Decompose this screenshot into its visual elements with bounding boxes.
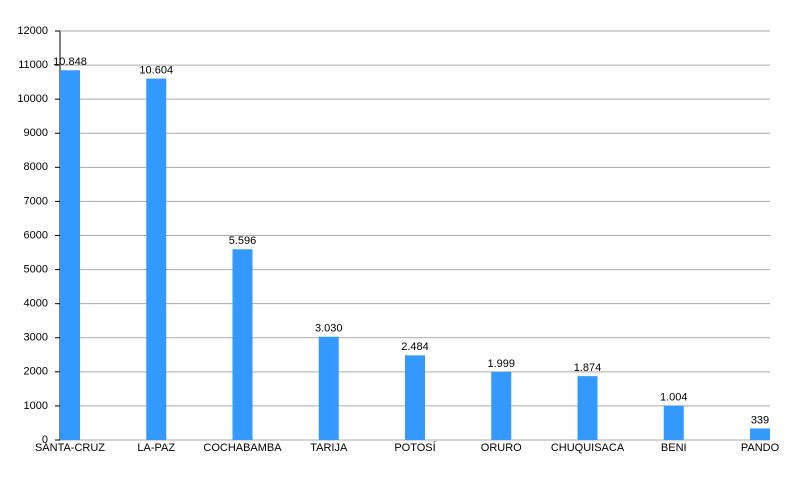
bar [663,405,684,440]
bar [318,336,339,440]
y-tick-label: 12000 [17,25,48,37]
x-tick-label: BENI [661,442,687,454]
x-tick-label: PANDO [741,442,780,454]
y-tick-label: 9000 [24,127,48,139]
value-label: 10.848 [53,56,87,68]
y-tick-label: 2000 [24,366,48,378]
bar [577,376,598,440]
bar [405,355,425,440]
x-tick-label: POTOSÍ [394,441,436,454]
x-tick-label: COCHABAMBA [203,442,282,454]
y-tick-label: 10000 [17,93,48,105]
y-tick-label: 4000 [24,298,48,310]
value-label: 1.999 [487,358,515,370]
bar [60,70,80,440]
value-label: 1.874 [574,362,602,374]
value-label: 339 [751,414,769,426]
x-tick-label: ORURO [481,442,522,454]
x-tick-label: CHUQUISACA [551,442,625,454]
value-label: 5.596 [229,235,257,247]
value-label: 1.004 [660,392,688,404]
x-tick-label: SANTA-CRUZ [35,442,105,454]
y-tick-label: 3000 [24,332,48,344]
x-tick-label: TARIJA [310,442,348,454]
value-label: 2.484 [401,341,429,353]
bar [491,371,512,440]
y-tick-label: 6000 [24,229,48,241]
y-tick-label: 5000 [24,263,48,275]
x-tick-label: LA-PAZ [137,442,175,454]
y-tick-label: 1000 [24,400,48,412]
value-label: 10.604 [139,64,173,76]
y-tick-label: 0 [42,434,48,446]
bar [750,428,770,440]
value-label: 3.030 [315,323,343,335]
bar [146,78,167,441]
y-tick-label: 8000 [24,161,48,173]
bar [232,249,253,440]
y-tick-label: 7000 [24,195,48,207]
y-tick-label: 11000 [18,59,48,71]
